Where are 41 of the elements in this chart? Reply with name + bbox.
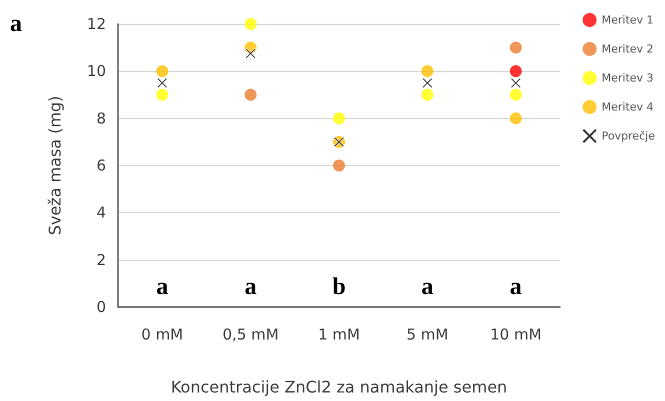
point [510, 78, 522, 88]
point [510, 65, 522, 78]
point [156, 65, 168, 78]
point [510, 112, 522, 124]
legend-label: Meritev 3 [602, 72, 654, 84]
x-tick-label: 0,5 mM [222, 326, 279, 344]
point [333, 160, 345, 172]
y-tick-label: 0 [96, 298, 106, 316]
y-tick-label: 8 [96, 109, 106, 128]
annotation: a [156, 274, 168, 300]
point [422, 78, 433, 88]
point [510, 88, 522, 101]
legend-label: Meritev 2 [602, 42, 654, 56]
point [333, 112, 345, 124]
y-tick-label: 4 [96, 204, 106, 222]
y-tick-label: 2 [96, 250, 106, 269]
point [510, 42, 522, 54]
point [156, 78, 168, 88]
x-tick-label: 0 mM [141, 326, 184, 344]
legend-label: Meritev 1 [602, 14, 654, 26]
point [421, 88, 434, 101]
point [421, 65, 434, 78]
x-tick-label: 10 mM [490, 326, 542, 344]
y-tick-label: 6 [96, 156, 106, 174]
annotation: b [332, 274, 346, 300]
annotation: a [421, 274, 434, 300]
point [156, 88, 168, 101]
text: a [10, 11, 22, 37]
point [245, 48, 256, 59]
legend-label: Povprečje [602, 130, 656, 142]
x-tick-label: 5 mM [406, 326, 448, 344]
point [244, 18, 257, 30]
x-axis-title: Koncentracije ZnCl2 za namakanje semen [170, 378, 508, 396]
legend-label: Meritev 4 [602, 100, 654, 114]
point [244, 88, 257, 101]
y-axis-title: Sveža masa (mg) [46, 96, 64, 236]
y-tick-label: 10 [86, 62, 106, 80]
annotation: a [510, 274, 522, 300]
y-tick-label: 12 [86, 15, 106, 33]
annotation: a [244, 274, 257, 300]
x-tick-label: 1 mM [318, 326, 360, 344]
